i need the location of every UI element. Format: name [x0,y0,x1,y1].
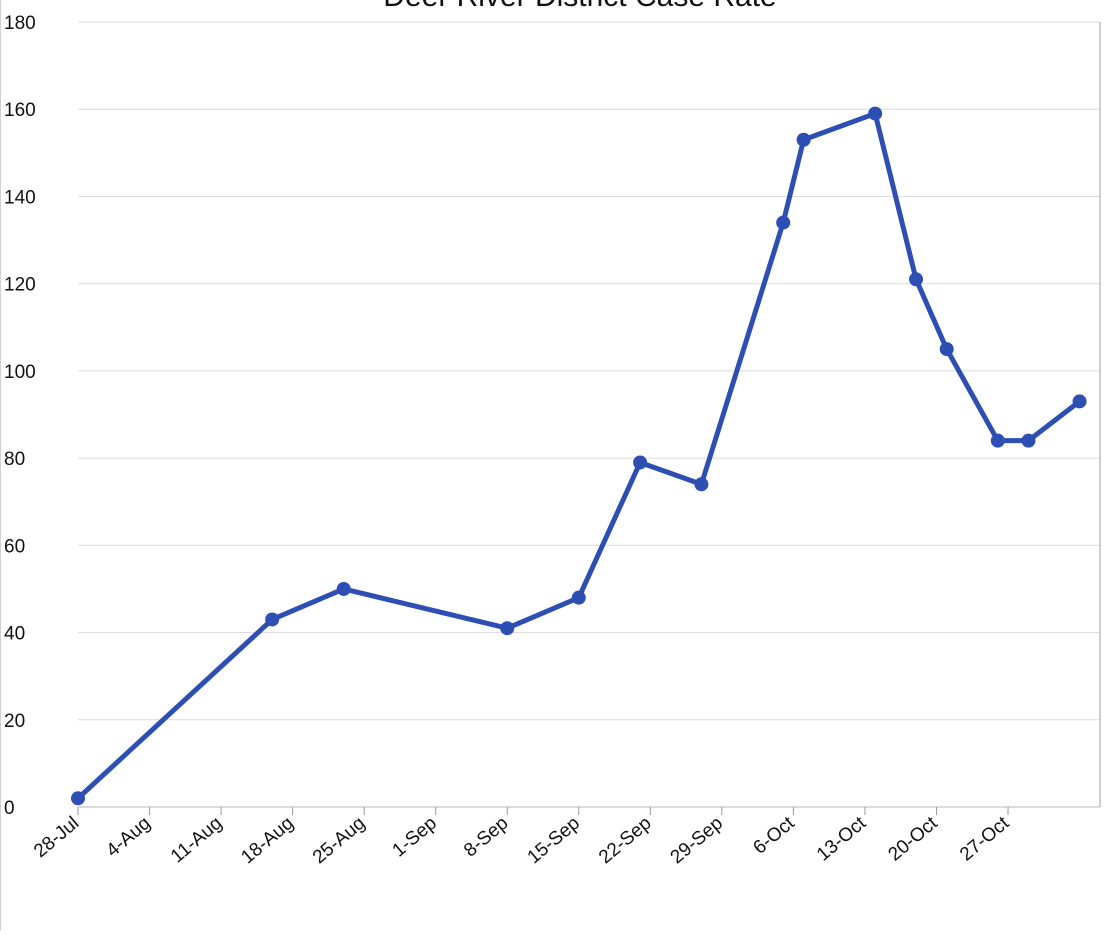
x-tick-label: 27-Oct [956,812,1014,865]
x-tick-label: 15-Sep [524,813,584,868]
data-point [939,342,954,357]
y-tick-label: 80 [4,449,25,470]
x-tick-label: 8-Sep [460,813,512,862]
data-point [694,477,709,492]
x-tick-label: 22-Sep [595,813,655,868]
data-point [265,612,280,627]
data-point [868,106,883,121]
gridlines [78,21,1100,721]
y-tick-label: 40 [4,624,25,645]
x-tick-label: 18-Aug [237,813,297,868]
data-point [633,455,648,470]
data-point [1072,394,1087,409]
y-tick-label: 0 [4,798,15,819]
series-line [75,111,1083,801]
x-tick-label: 29-Sep [667,813,727,868]
x-tick-label: 25-Aug [309,813,369,868]
x-tick-label: 28-Jul [30,813,83,862]
y-tick-label: 160 [4,100,36,121]
x-tick-label: 11-Aug [167,813,226,868]
y-tick-label: 100 [4,362,36,383]
data-point [776,215,791,230]
y-tick-label: 180 [4,13,36,34]
y-tick-label: 60 [4,536,25,557]
data-point [71,791,85,806]
x-tick-label: 1-Sep [389,813,441,862]
x-tick-label: 6-Oct [750,812,800,858]
data-point [990,433,1005,448]
data-point [336,581,351,596]
data-point [796,132,811,147]
y-tick-label: 140 [4,187,36,208]
x-tick-label: 13-Oct [813,812,871,865]
chart-title: Deer River District Case Rate [383,0,776,13]
data-point [909,272,924,287]
y-tick-label: 120 [4,275,36,296]
x-tick-label: 20-Oct [885,812,943,865]
data-point [500,621,515,636]
x-tick-label: 4-Aug [102,813,154,862]
y-tick-label: 20 [4,711,25,732]
series-layer [71,106,1087,806]
data-point [1021,433,1036,448]
data-point [571,590,586,605]
